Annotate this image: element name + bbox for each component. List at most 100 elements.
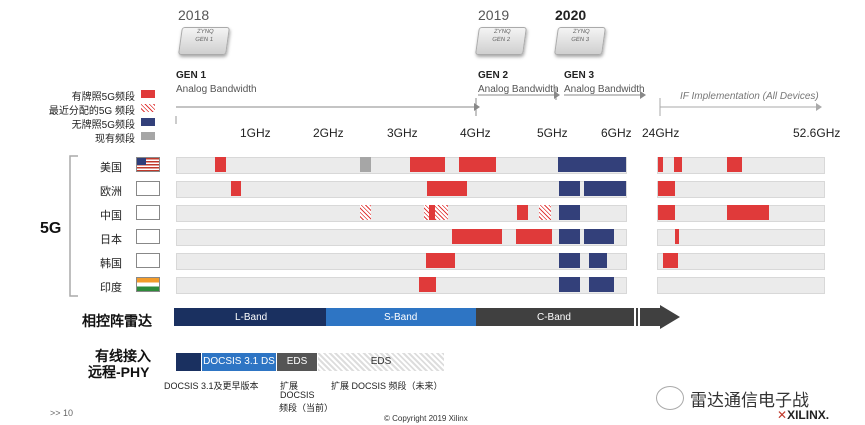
- gen3-title: GEN 3: [564, 70, 595, 81]
- country-label: 日本: [100, 234, 122, 246]
- legend-label: 最近分配的5G 频段: [48, 106, 135, 117]
- band-segment: [658, 205, 675, 220]
- xilinx-x-icon: ✕: [777, 408, 788, 422]
- freq-24ghz: 24GHz: [642, 126, 680, 140]
- flag-jp-icon: [136, 229, 160, 244]
- country-label: 印度: [100, 282, 122, 294]
- band-row-in-mmw: [657, 277, 825, 294]
- wired-note-a: DOCSIS 3.1及更早版本: [164, 381, 259, 391]
- freq-5ghz: 5GHz: [537, 126, 568, 140]
- freq-2ghz: 2GHz: [313, 126, 344, 140]
- legend-swatch: [141, 90, 155, 98]
- band-segment: [539, 205, 551, 220]
- xilinx-wordmark: XILINX.: [787, 408, 830, 422]
- flag-in-icon: [136, 277, 160, 292]
- band-label-c: C-Band: [537, 312, 571, 323]
- band-segment: [424, 205, 448, 220]
- band-segment: [231, 181, 241, 196]
- band-segment: [584, 181, 626, 196]
- band-segment: [360, 157, 371, 172]
- page-number: >> 10: [50, 408, 74, 418]
- freq-6ghz: 6GHz: [601, 126, 632, 140]
- country-label: 美国: [100, 162, 122, 174]
- band-segment: [215, 157, 226, 172]
- band-segment: [658, 181, 675, 196]
- band-segment: [517, 205, 528, 220]
- band-row-jp-mmw: [657, 229, 825, 246]
- band-row-cn: [176, 205, 627, 222]
- country-label: 中国: [100, 210, 122, 222]
- eds-future-bar: EDS: [318, 353, 444, 371]
- legend-label: 无牌照5G频段: [71, 120, 135, 131]
- band-segment: [675, 229, 679, 244]
- legend-item: 现有频段: [20, 130, 160, 145]
- band-row-eu-mmw: [657, 181, 825, 198]
- legend-swatch: [141, 132, 155, 140]
- band-row-jp: [176, 229, 627, 246]
- year-2018: 2018: [178, 7, 210, 23]
- band-row-us: [176, 157, 627, 174]
- band-row-in: [176, 277, 627, 294]
- band-segment: [360, 205, 371, 220]
- band-segment: [559, 181, 580, 196]
- band-segment: [516, 229, 552, 244]
- year-2019: 2019: [478, 7, 510, 23]
- freq-52ghz: 52.6GHz: [793, 126, 841, 140]
- band-segment: [559, 253, 580, 268]
- phased-array-bar: [174, 305, 680, 329]
- band-row-us-mmw: [657, 157, 825, 174]
- band-segment: [558, 157, 626, 172]
- band-segment: [410, 157, 445, 172]
- legend-item: 无牌照5G频段: [20, 116, 160, 131]
- wired-title-2: 远程-PHY: [88, 364, 150, 380]
- band-segment: [559, 229, 580, 244]
- band-label-l: L-Band: [235, 312, 268, 323]
- legend-label: 有牌照5G频段: [71, 92, 135, 103]
- band-row-cn-mmw: [657, 205, 825, 222]
- band-segment: [429, 205, 435, 220]
- phased-array-title: 相控阵雷达: [82, 313, 152, 329]
- legend-item: 最近分配的5G 频段: [20, 102, 160, 117]
- country-label: 欧洲: [100, 186, 122, 198]
- band-segment: [727, 157, 742, 172]
- eds-current-bar: EDS: [277, 353, 317, 371]
- flag-us-icon: [136, 157, 160, 172]
- wired-note-b3: 频段（当前）: [279, 403, 334, 413]
- band-segment: [559, 205, 580, 220]
- band-segment: [559, 277, 580, 292]
- gen2-title: GEN 2: [478, 70, 509, 81]
- band-row-kr: [176, 253, 627, 270]
- band-segment: [727, 205, 769, 220]
- band-segment: [452, 229, 502, 244]
- if-implementation: IF Implementation (All Devices): [680, 91, 819, 102]
- docsis-ds-bar: DOCSIS 3.1 DS: [202, 353, 276, 371]
- gen3-sub: Analog Bandwidth: [564, 84, 645, 95]
- gen1-title: GEN 1: [176, 70, 207, 81]
- legend-item: 有牌照5G频段: [20, 88, 160, 103]
- legend-label: 现有频段: [95, 134, 135, 145]
- band-row-kr-mmw: [657, 253, 825, 270]
- legend-swatch: [141, 118, 155, 126]
- gen1-sub: Analog Bandwidth: [176, 84, 257, 95]
- band-label-s: S-Band: [384, 312, 418, 323]
- flag-cn-icon: [136, 205, 160, 220]
- copyright: © Copyright 2019 Xilinx: [384, 414, 468, 423]
- flag-eu-icon: [136, 181, 160, 196]
- freq-3ghz: 3GHz: [387, 126, 418, 140]
- wechat-icon: [656, 386, 684, 410]
- band-row-eu: [176, 181, 627, 198]
- band-segment: [419, 277, 436, 292]
- section-5g-label: 5G: [40, 220, 62, 237]
- band-segment: [674, 157, 682, 172]
- flag-kr-icon: [136, 253, 160, 268]
- wechat-account: 雷达通信电子战: [690, 391, 809, 410]
- band-segment: [584, 229, 614, 244]
- band-segment: [589, 277, 614, 292]
- wired-note-b2: DOCSIS: [280, 390, 315, 400]
- country-label: 韩国: [100, 258, 122, 270]
- band-segment: [459, 157, 496, 172]
- wired-note-c: 扩展 DOCSIS 频段（未来）: [331, 381, 443, 391]
- gen2-sub: Analog Bandwidth: [478, 84, 559, 95]
